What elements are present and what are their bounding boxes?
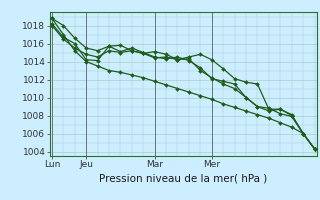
X-axis label: Pression niveau de la mer( hPa ): Pression niveau de la mer( hPa )	[99, 173, 267, 183]
